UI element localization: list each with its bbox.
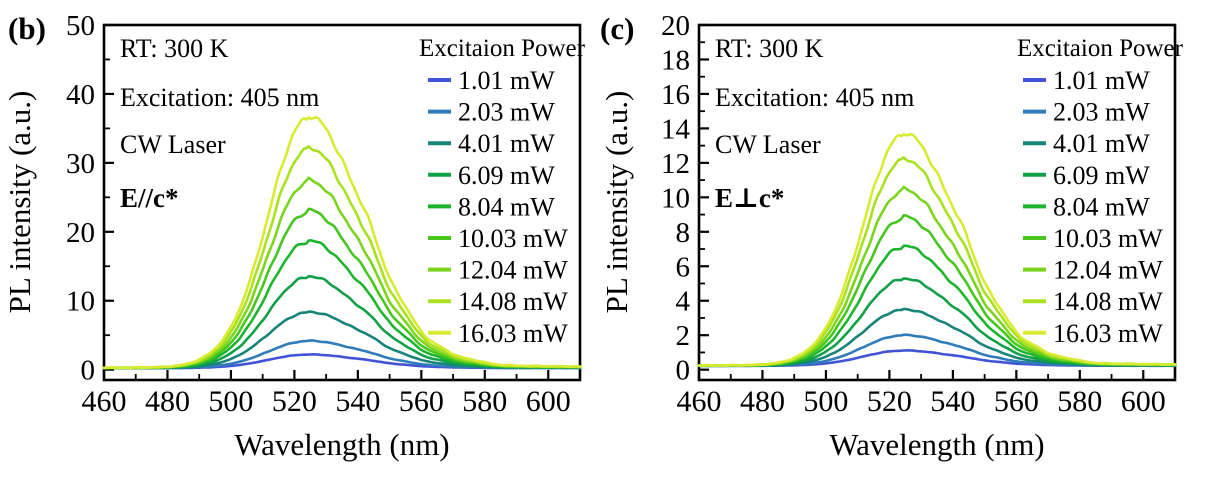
y-tick-label: 2 [676,320,691,352]
legend-c: 1.01 mW 2.03 mW4.01 mW 6.09 mW8.04 mW 10.03… [1023,66,1163,348]
y-axis-title-c: PL intensity (a.u.) [599,91,634,314]
annotation-rt-c: RT: 300 K [715,34,824,63]
annotation-polarization-c: E⊥c* [715,183,784,213]
legend-label: 2.03 mW [458,98,555,127]
annotation-excitation-b: Excitation: 405 nm [120,83,319,112]
x-tick-label: 580 [1057,385,1102,418]
legend-label: 14.08 mW [458,287,568,316]
legend-title-b: Excitaion Power [419,35,586,62]
y-tick-label: 16 [661,79,690,111]
legend-label: 1.01 mW [1053,66,1150,95]
plot-frame [697,23,1177,382]
legend-label: 12.04 mW [1053,256,1163,285]
y-tick-label: 20 [661,10,690,42]
annotation-polarization-b: E//c* [120,183,179,213]
legend-label: 4.01 mW [1053,129,1150,158]
legend-label: 16.03 mW [1053,319,1163,348]
legend-label: 12.04 mW [458,256,568,285]
curve-16.03-mW [697,132,1177,367]
x-tick-label: 460 [82,385,127,418]
panel-letter-b: (b) [8,11,46,46]
x-tick-label: 480 [145,385,190,418]
x-tick-label: 520 [272,385,317,418]
legend-label: 14.08 mW [1053,287,1163,316]
x-tick-label: 540 [930,385,975,418]
curve-16.03-mW [102,116,582,370]
y-tick-label: 0 [81,355,96,387]
x-tick-label: 500 [208,385,253,418]
x-tick-label: 500 [803,385,848,418]
legend-label: 10.03 mW [458,224,568,253]
y-tick-label: 10 [661,182,690,214]
y-tick-label: 4 [676,286,691,318]
y-tick-label: 14 [661,113,691,145]
annotation-laser-c: CW Laser [715,130,821,159]
x-axis-title-b: Wavelength (nm) [234,427,449,462]
x-tick-label: 540 [335,385,380,418]
legend-label: 10.03 mW [1053,224,1163,253]
y-tick-label: 12 [661,148,690,180]
panel-letter-c: (c) [600,11,634,46]
curves-c [697,132,1177,368]
legend-label: 1.01 mW [458,66,555,95]
x-tick-label: 480 [740,385,785,418]
legend-label: 2.03 mW [1053,98,1150,127]
x-tick-label: 580 [462,385,507,418]
legend-label: 4.01 mW [458,129,555,158]
y-tick-label: 8 [676,217,691,249]
y-tick-label: 18 [661,44,690,76]
legend-b: 1.01 mW 2.03 mW4.01 mW 6.09 mW8.04 mW 10.03… [428,66,568,348]
annotation-excitation-c: Excitation: 405 nm [715,83,914,112]
x-tick-label: 560 [399,385,444,418]
x-tick-label: 460 [677,385,722,418]
axes-b: 460 480 500 520 540 560 580 600 0 10 20 30 40 50 [66,10,582,418]
annotation-rt-b: RT: 300 K [120,34,229,63]
x-tick-label: 600 [526,385,571,418]
x-tick-label: 560 [994,385,1039,418]
legend-label: 6.09 mW [1053,161,1150,190]
panel-b: (b) 460 480 500 520 540 560 580 60001020304050 … [2,10,586,462]
legend-label: 16.03 mW [458,319,568,348]
annotation-laser-b: CW Laser [120,130,226,159]
legend-label: 6.09 mW [458,161,555,190]
y-axis-title-b: PL intensity (a.u.) [2,91,37,314]
y-tick-label: 50 [66,10,95,42]
x-tick-label: 600 [1121,385,1166,418]
plot-frame [102,23,582,382]
panel-c: (c) 460 480 500 520 540 560 580 600024681012141… [599,10,1184,462]
y-tick-label: 10 [66,286,95,318]
legend-label: 8.04 mW [458,192,555,221]
y-tick-label: 20 [66,217,95,249]
curves-b [102,116,582,370]
x-tick-label: 520 [867,385,912,418]
y-tick-label: 40 [66,79,95,111]
y-tick-label: 6 [676,251,691,283]
axes-c: 460 480 500 520 540 560 580 6000246810121416182… [661,10,1177,418]
legend-title-c: Excitaion Power [1017,35,1184,62]
legend-label: 8.04 mW [1053,192,1150,221]
x-axis-title-c: Wavelength (nm) [829,427,1044,462]
y-tick-label: 0 [676,355,691,387]
y-tick-label: 30 [66,148,95,180]
